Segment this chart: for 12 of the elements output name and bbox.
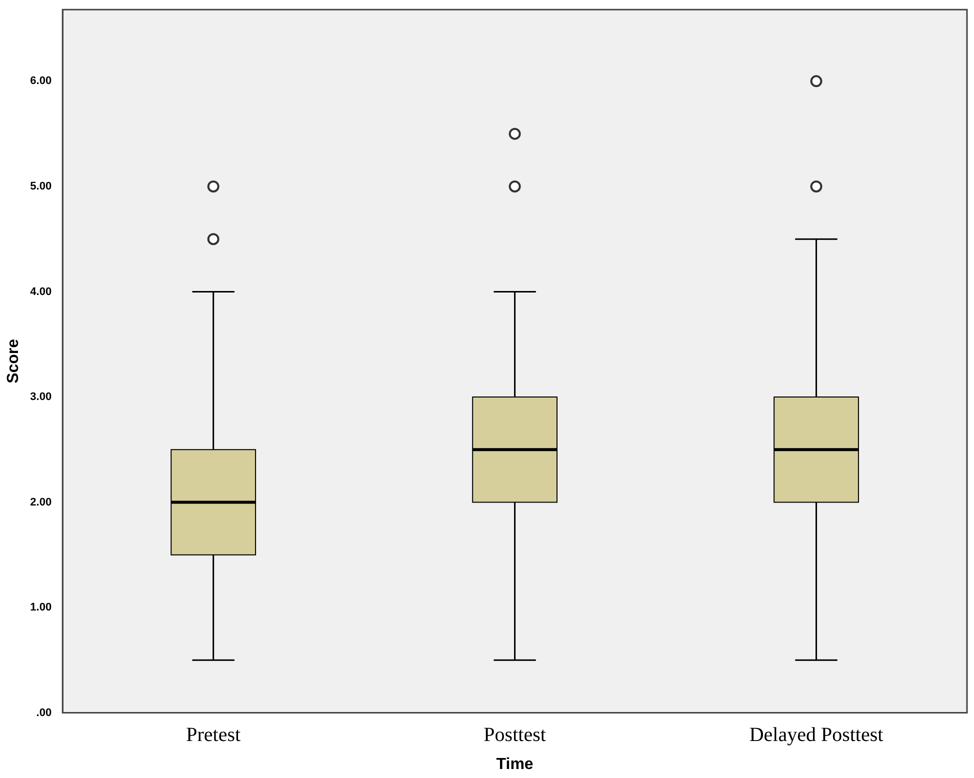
x-tick-label: Pretest [186, 724, 241, 746]
y-tick-label: 1.00 [30, 602, 52, 614]
x-tick-label: Posttest [484, 724, 546, 746]
y-tick-label: .00 [36, 706, 52, 719]
y-tick-label: 2.00 [30, 496, 52, 508]
x-axis-title: Time [496, 756, 534, 773]
y-tick-label: 3.00 [30, 391, 52, 404]
y-tick-label: 5.00 [30, 180, 52, 192]
y-tick-label: 6.00 [30, 75, 52, 88]
y-axis-title: Score [5, 338, 22, 384]
x-tick-label: Delayed Posttest [749, 724, 884, 746]
y-tick-label: 4.00 [30, 286, 52, 298]
